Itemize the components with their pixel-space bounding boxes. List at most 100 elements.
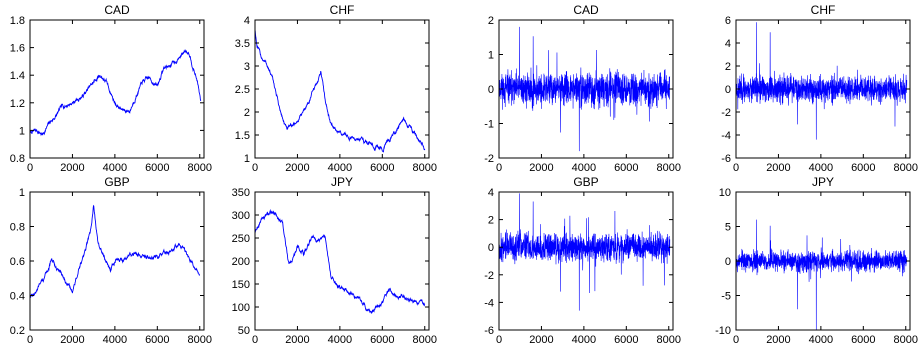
series-line	[498, 26, 671, 152]
y-tick-label: 5	[725, 222, 731, 234]
chart-panel-2: 0 2000 4000 6000 8000 1 1.5 2 2.5 3 3.5 4 CHF	[235, 3, 437, 174]
y-tick-label: 1.2	[10, 98, 25, 110]
x-tick-label: 0	[733, 334, 739, 346]
y-tick-label: 2	[725, 61, 731, 73]
y-tick-label: 250	[232, 233, 250, 245]
x-tick-label: 2000	[766, 334, 790, 346]
y-tick-label: 4	[725, 38, 731, 50]
series-line	[29, 48, 202, 137]
x-tick-label: 6000	[370, 334, 394, 346]
axes-box	[29, 191, 205, 331]
x-tick-label: 6000	[851, 162, 875, 174]
x-tick-label: 2000	[60, 162, 84, 174]
y-tick-label: -2	[721, 107, 731, 119]
x-tick-label: 2000	[529, 162, 553, 174]
chart-panel-1: 0 2000 4000 6000 8000 0.8 1 1.2 1.4 1.6 1.8 CAD	[10, 3, 212, 174]
x-tick-label: 8000	[413, 162, 437, 174]
y-tick-label: 0	[725, 84, 731, 96]
x-tick-label: 6000	[614, 162, 638, 174]
y-tick-label: 6	[725, 15, 731, 27]
y-tick-label: -4	[721, 130, 731, 142]
y-tick-label: 300	[232, 210, 250, 222]
chart-panel-6: 0 2000 4000 6000 8000 50 100 150 200 250 300 350 JPY	[232, 175, 437, 346]
chart-title: JPY	[812, 175, 834, 189]
x-tick-label: 4000	[572, 334, 596, 346]
x-tick-label: 4000	[328, 334, 352, 346]
x-tick-label: 8000	[894, 162, 918, 174]
y-tick-label: 1	[244, 153, 250, 165]
y-tick-label: 1	[488, 50, 494, 62]
y-tick-label: 3.5	[235, 38, 250, 50]
y-tick-label: 2	[244, 107, 250, 119]
series-line	[498, 193, 671, 311]
y-tick-label: -6	[484, 325, 494, 337]
y-tick-label: -2	[484, 153, 494, 165]
series-line	[254, 29, 426, 153]
x-tick-label: 8000	[894, 334, 918, 346]
y-tick-label: 2	[488, 215, 494, 227]
x-tick-label: 8000	[657, 334, 681, 346]
y-tick-label: 1	[19, 125, 25, 137]
y-tick-label: 200	[232, 256, 250, 268]
y-tick-label: 50	[238, 325, 250, 337]
x-tick-label: 6000	[851, 334, 875, 346]
x-tick-label: 8000	[188, 162, 212, 174]
y-tick-label: 4	[244, 15, 250, 27]
chart-panel-7: 0 2000 4000 6000 8000 -6 -4 -2 0 2 4 GBP	[484, 175, 681, 346]
y-tick-label: -6	[721, 153, 731, 165]
y-tick-label: -2	[484, 270, 494, 282]
axes-box	[498, 191, 674, 331]
y-tick-label: -5	[721, 291, 731, 303]
y-tick-label: 0	[488, 242, 494, 254]
x-tick-label: 6000	[614, 334, 638, 346]
x-tick-label: 2000	[285, 334, 309, 346]
x-tick-label: 2000	[60, 334, 84, 346]
y-tick-label: 10	[719, 187, 731, 199]
x-tick-label: 4000	[328, 162, 352, 174]
y-tick-label: 100	[232, 302, 250, 314]
chart-title: GBP	[573, 175, 598, 189]
x-tick-label: 6000	[370, 162, 394, 174]
y-tick-label: -1	[484, 119, 494, 131]
x-tick-label: 0	[496, 162, 502, 174]
x-tick-label: 4000	[103, 334, 127, 346]
chart-panel-3: 0 2000 4000 6000 8000 -2 -1 0 1 2 CAD	[484, 3, 681, 174]
x-tick-label: 0	[733, 162, 739, 174]
y-tick-label: 1.5	[235, 130, 250, 142]
y-tick-label: -4	[484, 297, 494, 309]
chart-title: CAD	[104, 3, 130, 17]
x-tick-label: 8000	[657, 162, 681, 174]
series-line	[29, 204, 200, 298]
x-tick-label: 0	[252, 162, 258, 174]
axes-box	[254, 19, 430, 159]
y-tick-label: 2	[488, 15, 494, 27]
y-tick-label: 0.2	[10, 325, 25, 337]
x-tick-label: 8000	[188, 334, 212, 346]
y-tick-label: 3	[244, 61, 250, 73]
y-tick-label: 1	[19, 187, 25, 199]
y-tick-label: 0.6	[10, 256, 25, 268]
chart-title: GBP	[104, 175, 129, 189]
y-tick-label: 0	[725, 256, 731, 268]
x-tick-label: 4000	[809, 334, 833, 346]
y-tick-label: 0.4	[10, 291, 25, 303]
x-tick-label: 0	[252, 334, 258, 346]
x-tick-label: 2000	[766, 162, 790, 174]
y-tick-label: 0	[488, 84, 494, 96]
series-line	[254, 208, 426, 315]
y-tick-label: 350	[232, 187, 250, 199]
x-tick-label: 4000	[103, 162, 127, 174]
chart-title: JPY	[331, 175, 353, 189]
y-tick-label: 0.8	[10, 153, 25, 165]
x-tick-label: 2000	[285, 162, 309, 174]
y-tick-label: 1.6	[10, 43, 25, 55]
x-tick-label: 8000	[413, 334, 437, 346]
series-line	[735, 22, 908, 140]
x-tick-label: 6000	[145, 162, 169, 174]
x-tick-label: 6000	[145, 334, 169, 346]
x-tick-label: 4000	[809, 162, 833, 174]
chart-title: CAD	[573, 3, 599, 17]
x-tick-label: 0	[27, 334, 33, 346]
y-tick-label: 0.8	[10, 222, 25, 234]
